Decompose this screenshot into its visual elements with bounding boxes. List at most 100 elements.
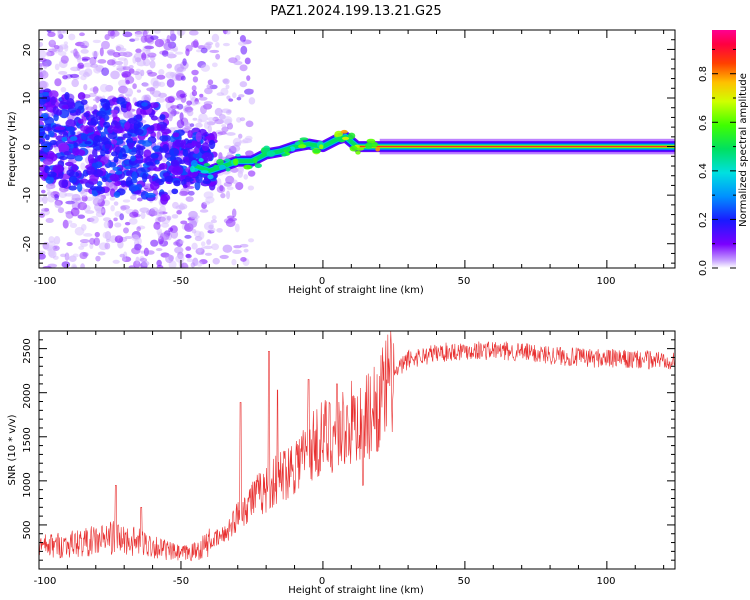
spectrogram-speckle — [114, 60, 124, 66]
spectrogram-blob — [213, 164, 219, 169]
spectrogram-speckle — [232, 179, 238, 184]
spectrogram-speckle — [92, 86, 99, 94]
spectrogram-speckle — [175, 97, 182, 101]
spectrogram-speckle — [225, 84, 230, 90]
spectrogram-speckle — [140, 69, 145, 77]
spectrogram-speckle — [155, 248, 163, 252]
spectrogram-speckle — [39, 98, 46, 105]
spectrogram-speckle — [174, 246, 184, 254]
spectrogram-speckle — [201, 152, 213, 162]
spectrogram-speckle — [231, 208, 237, 218]
spectrogram-speckle — [58, 179, 68, 188]
spectrogram-speckle — [128, 117, 138, 124]
spectrogram-speckle — [114, 222, 122, 228]
spectrogram-speckle — [180, 75, 186, 81]
spectrogram-speckle — [249, 89, 254, 93]
spectrogram-speckle — [159, 232, 170, 241]
spectrogram-speckle — [86, 165, 96, 175]
spectrogram-speckle — [70, 207, 80, 217]
spectrogram-speckle — [89, 237, 96, 245]
spectrogram-speckle — [120, 204, 131, 210]
spectrogram-speckle — [207, 125, 212, 134]
spectrogram-speckle — [99, 47, 104, 57]
bottom-xtick-label: 100 — [596, 576, 615, 587]
spectrogram-speckle — [161, 50, 169, 57]
spectrogram-speckle — [156, 259, 162, 267]
spectrogram-speckle — [234, 141, 241, 147]
spectrogram-speckle — [156, 209, 163, 217]
spectrogram-speckle — [240, 257, 247, 262]
spectrogram-speckle — [80, 45, 88, 49]
spectrogram-speckle — [204, 252, 213, 256]
spectrogram-speckle — [123, 227, 129, 234]
spectrogram-speckle — [65, 161, 74, 167]
spectrogram-blob — [366, 138, 376, 144]
spectrogram-speckle — [97, 251, 106, 256]
spectrogram-speckle — [90, 215, 99, 224]
spectrogram-speckle — [71, 79, 79, 88]
spectrogram-speckle — [219, 254, 229, 259]
spectrogram-speckle — [95, 255, 101, 262]
spectrogram-speckle — [96, 180, 103, 187]
spectrogram-speckle — [238, 133, 243, 139]
spectrogram-speckle — [184, 175, 192, 183]
spectrogram-speckle — [110, 205, 115, 212]
spectrogram-speckle — [72, 253, 79, 258]
spectrogram-speckle — [77, 118, 84, 125]
spectrogram-speckle — [185, 246, 192, 251]
spectrogram-speckle — [247, 238, 255, 243]
spectrogram-speckle — [248, 97, 256, 105]
spectrogram-blob — [189, 165, 195, 173]
spectrogram-speckle — [227, 151, 233, 158]
spectrogram-speckle — [79, 178, 89, 184]
spectrogram-speckle — [72, 146, 80, 156]
colorbar-gradient — [712, 30, 736, 268]
spectrogram-blob — [136, 145, 146, 151]
spectrogram-speckle — [82, 252, 89, 257]
spectrogram-blob — [39, 127, 44, 132]
bottom-xtick-label: 50 — [458, 576, 471, 587]
spectrogram-speckle — [206, 117, 216, 122]
spectrogram-speckle — [116, 47, 127, 52]
spectrogram-speckle — [118, 119, 127, 125]
spectrogram-speckle — [96, 185, 103, 192]
spectrogram-speckle — [119, 213, 125, 221]
spectrogram-blob — [224, 158, 231, 162]
spectrogram-speckle — [72, 265, 77, 268]
spectrogram-speckle — [192, 76, 199, 83]
spectrogram-speckle — [62, 219, 69, 229]
spectrogram-speckle — [210, 219, 218, 224]
spectrogram-speckle — [189, 123, 195, 128]
spectrogram-speckle — [62, 75, 68, 80]
spectrogram-speckle — [225, 109, 232, 115]
spectrogram-speckle — [187, 130, 193, 139]
spectrogram-speckle — [140, 211, 146, 220]
spectrogram-speckle — [113, 217, 118, 222]
spectrogram-speckle — [46, 183, 51, 192]
spectrogram-speckle — [231, 258, 237, 266]
spectrogram-blob — [319, 144, 324, 150]
spectrogram-speckle — [47, 194, 56, 203]
spectrogram-blob — [216, 158, 224, 166]
spectrogram-speckle — [141, 172, 148, 183]
colorbar-ticks — [712, 48, 736, 269]
spectrogram-speckle — [73, 51, 80, 59]
snr-series-line — [38, 331, 676, 562]
spectrogram-speckle — [68, 33, 76, 41]
spectrogram-speckle — [247, 170, 256, 177]
spectrogram-speckle — [179, 93, 187, 98]
spectrogram-speckle — [47, 31, 56, 38]
spectrogram-speckle — [45, 217, 54, 224]
spectrogram-speckle — [67, 101, 76, 109]
spectrogram-speckle — [146, 69, 153, 75]
spectrogram-speckle — [149, 60, 156, 69]
top-xtick-label: -100 — [34, 276, 57, 287]
colorbar-tick-label: 0.6 — [698, 115, 709, 131]
spectrogram-speckle — [238, 94, 245, 98]
spectrogram-blob — [182, 184, 188, 189]
spectrogram-speckle — [69, 73, 80, 78]
spectrogram-speckle — [150, 115, 158, 121]
spectrogram-speckle — [102, 231, 109, 239]
spectrogram-speckle — [234, 223, 240, 233]
spectrogram-speckle — [95, 207, 105, 214]
